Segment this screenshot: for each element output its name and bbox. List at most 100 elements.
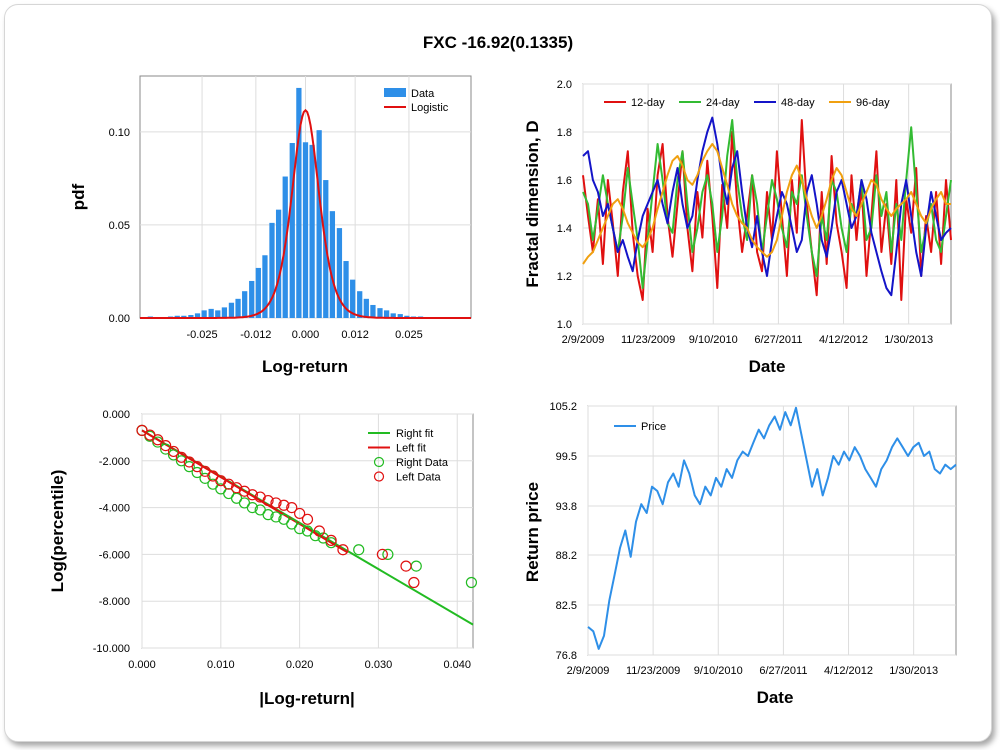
- p4-xtick-label: 4/12/2012: [824, 665, 873, 677]
- tail-ticks: 0.000 0.010 0.020 0.030 0.040 0.000 -2.000 -4.0…: [93, 409, 471, 671]
- hist-xtick-label: 0.012: [341, 329, 369, 341]
- price-lines: [587, 406, 957, 650]
- tail-left-data-point: [400, 560, 412, 572]
- p2-xtick-label: 4/12/2012: [819, 334, 868, 346]
- tail-left-fit-line: [141, 429, 348, 553]
- tail-legend-swatch: [373, 471, 385, 482]
- p2-ytick-label: 1.6: [557, 175, 572, 187]
- hist-bar: [269, 222, 275, 318]
- hist-bar: [181, 315, 187, 318]
- tail-left-data-point: [160, 439, 172, 452]
- hist-xtick-label: 0.000: [292, 329, 320, 341]
- hist-bar: [188, 315, 194, 318]
- tail-xtick-label: 0.010: [207, 659, 235, 671]
- p2-ytick-label: 1.0: [557, 319, 572, 331]
- hist-legend: Data Logistic: [384, 88, 449, 114]
- p2-series-line: [582, 119, 952, 289]
- hist-ytick-label: 0.10: [109, 127, 130, 139]
- legend-label-logistic: Logistic: [411, 102, 449, 114]
- legend-label-data: Data: [411, 88, 435, 100]
- hist-bar: [343, 261, 349, 318]
- hist-bar: [228, 302, 235, 318]
- p2-ytick-label: 1.8: [557, 127, 572, 139]
- fractal-ticks: 1.0 1.2 1.4 1.6 1.8 2.0 2/9/2009 11/23/2009 9/10…: [557, 79, 933, 346]
- tail-legend: Right fit Left fit Right Data Left Data: [368, 428, 449, 484]
- p4-xtick-label: 1/30/2013: [889, 665, 938, 677]
- tail-legend-label: Right fit: [396, 428, 433, 440]
- tail-left-data-point: [246, 489, 258, 501]
- tail-xtick-label: 0.040: [443, 659, 471, 671]
- p2-ytick-label: 1.2: [557, 271, 572, 283]
- tail-left-data-point: [262, 494, 274, 507]
- p4-xtick-label: 2/9/2009: [567, 665, 610, 677]
- price-ylabel: Return price: [523, 482, 542, 582]
- tail-left-data-point: [278, 499, 290, 511]
- p4-xtick-label: 11/23/2009: [626, 665, 680, 677]
- fractal-panel: 1.0 1.2 1.4 1.6 1.8 2.0 2/9/2009 11/23/2009 9/10…: [523, 79, 952, 376]
- p2-xtick-label: 6/27/2011: [754, 334, 802, 346]
- hist-xtick-label: -0.012: [240, 329, 271, 341]
- tail-ytick-label: -10.000: [93, 643, 130, 655]
- tail-legend-label: Left fit: [396, 443, 426, 455]
- hist-bar: [370, 304, 376, 318]
- hist-bar: [289, 143, 295, 318]
- tail-left-data-point: [313, 525, 325, 537]
- hist-bar: [336, 228, 343, 318]
- tail-right-data-point: [353, 544, 365, 556]
- p2-legend-label: 12-day: [631, 97, 665, 109]
- p2-xtick-label: 2/9/2009: [562, 334, 605, 346]
- hist-xtick-label: -0.025: [186, 329, 217, 341]
- tail-xtick-label: 0.020: [286, 659, 314, 671]
- fractal-lines: [582, 116, 952, 301]
- tail-left-data-point: [152, 434, 164, 446]
- hist-bar: [329, 211, 336, 318]
- tail-left-data-point: [286, 502, 298, 514]
- tail-left-data-point: [270, 497, 282, 509]
- tail-right-data-point: [175, 455, 188, 467]
- tail-right-data-point: [191, 466, 203, 479]
- hist-bar: [302, 142, 309, 318]
- hist-bar: [201, 310, 207, 318]
- hist-bar: [377, 308, 383, 318]
- hist-bar: [208, 308, 214, 318]
- hist-bar: [363, 298, 369, 318]
- hist-bar: [397, 314, 403, 318]
- hist-bar: [194, 313, 201, 318]
- tail-legend-swatch: [373, 456, 385, 468]
- hist-bar: [255, 267, 261, 318]
- p4-ytick-label: 99.5: [556, 451, 577, 463]
- hist-bar: [235, 298, 241, 318]
- tail-grid: [141, 413, 473, 649]
- tail-plot: [136, 424, 478, 626]
- p2-xtick-label: 9/10/2010: [689, 334, 738, 346]
- p2-legend-label: 48-day: [781, 97, 815, 109]
- tail-right-data-point: [270, 511, 282, 523]
- tail-xtick-label: 0.000: [128, 659, 156, 671]
- fractal-ylabel: Fractal dimension, D: [523, 120, 542, 287]
- tail-right-data-point: [465, 576, 478, 589]
- tail-legend-label: Left Data: [396, 472, 442, 484]
- p2-ytick-label: 1.4: [557, 223, 572, 235]
- tail-right-data-point: [246, 502, 258, 514]
- tail-left-data-point: [294, 507, 306, 520]
- hist-bar: [262, 255, 268, 318]
- p4-legend-label: Price: [641, 421, 666, 433]
- tail-left-data-point: [167, 445, 180, 458]
- hist-bar: [350, 279, 356, 318]
- hist-bar: [275, 209, 282, 318]
- tail-right-data-point: [294, 523, 306, 535]
- hist-bar: [174, 315, 180, 318]
- hist-logistic-curve: [140, 108, 471, 319]
- p4-ytick-label: 88.2: [556, 550, 577, 562]
- tail-right-data-point: [199, 472, 211, 484]
- tail-right-data-point: [410, 560, 422, 572]
- p4-series-line: [587, 406, 957, 650]
- figure-frame: [4, 4, 992, 742]
- p2-ytick-label: 2.0: [557, 79, 572, 91]
- price-panel: 76.8 82.5 88.2 93.8 99.5 105.2 2/9/2009 11/23/2…: [523, 401, 957, 707]
- tail-right-data-point: [382, 548, 394, 561]
- tail-ytick-label: -8.000: [99, 596, 130, 608]
- p4-ytick-label: 82.5: [556, 600, 577, 612]
- hist-ylabel: pdf: [69, 183, 88, 210]
